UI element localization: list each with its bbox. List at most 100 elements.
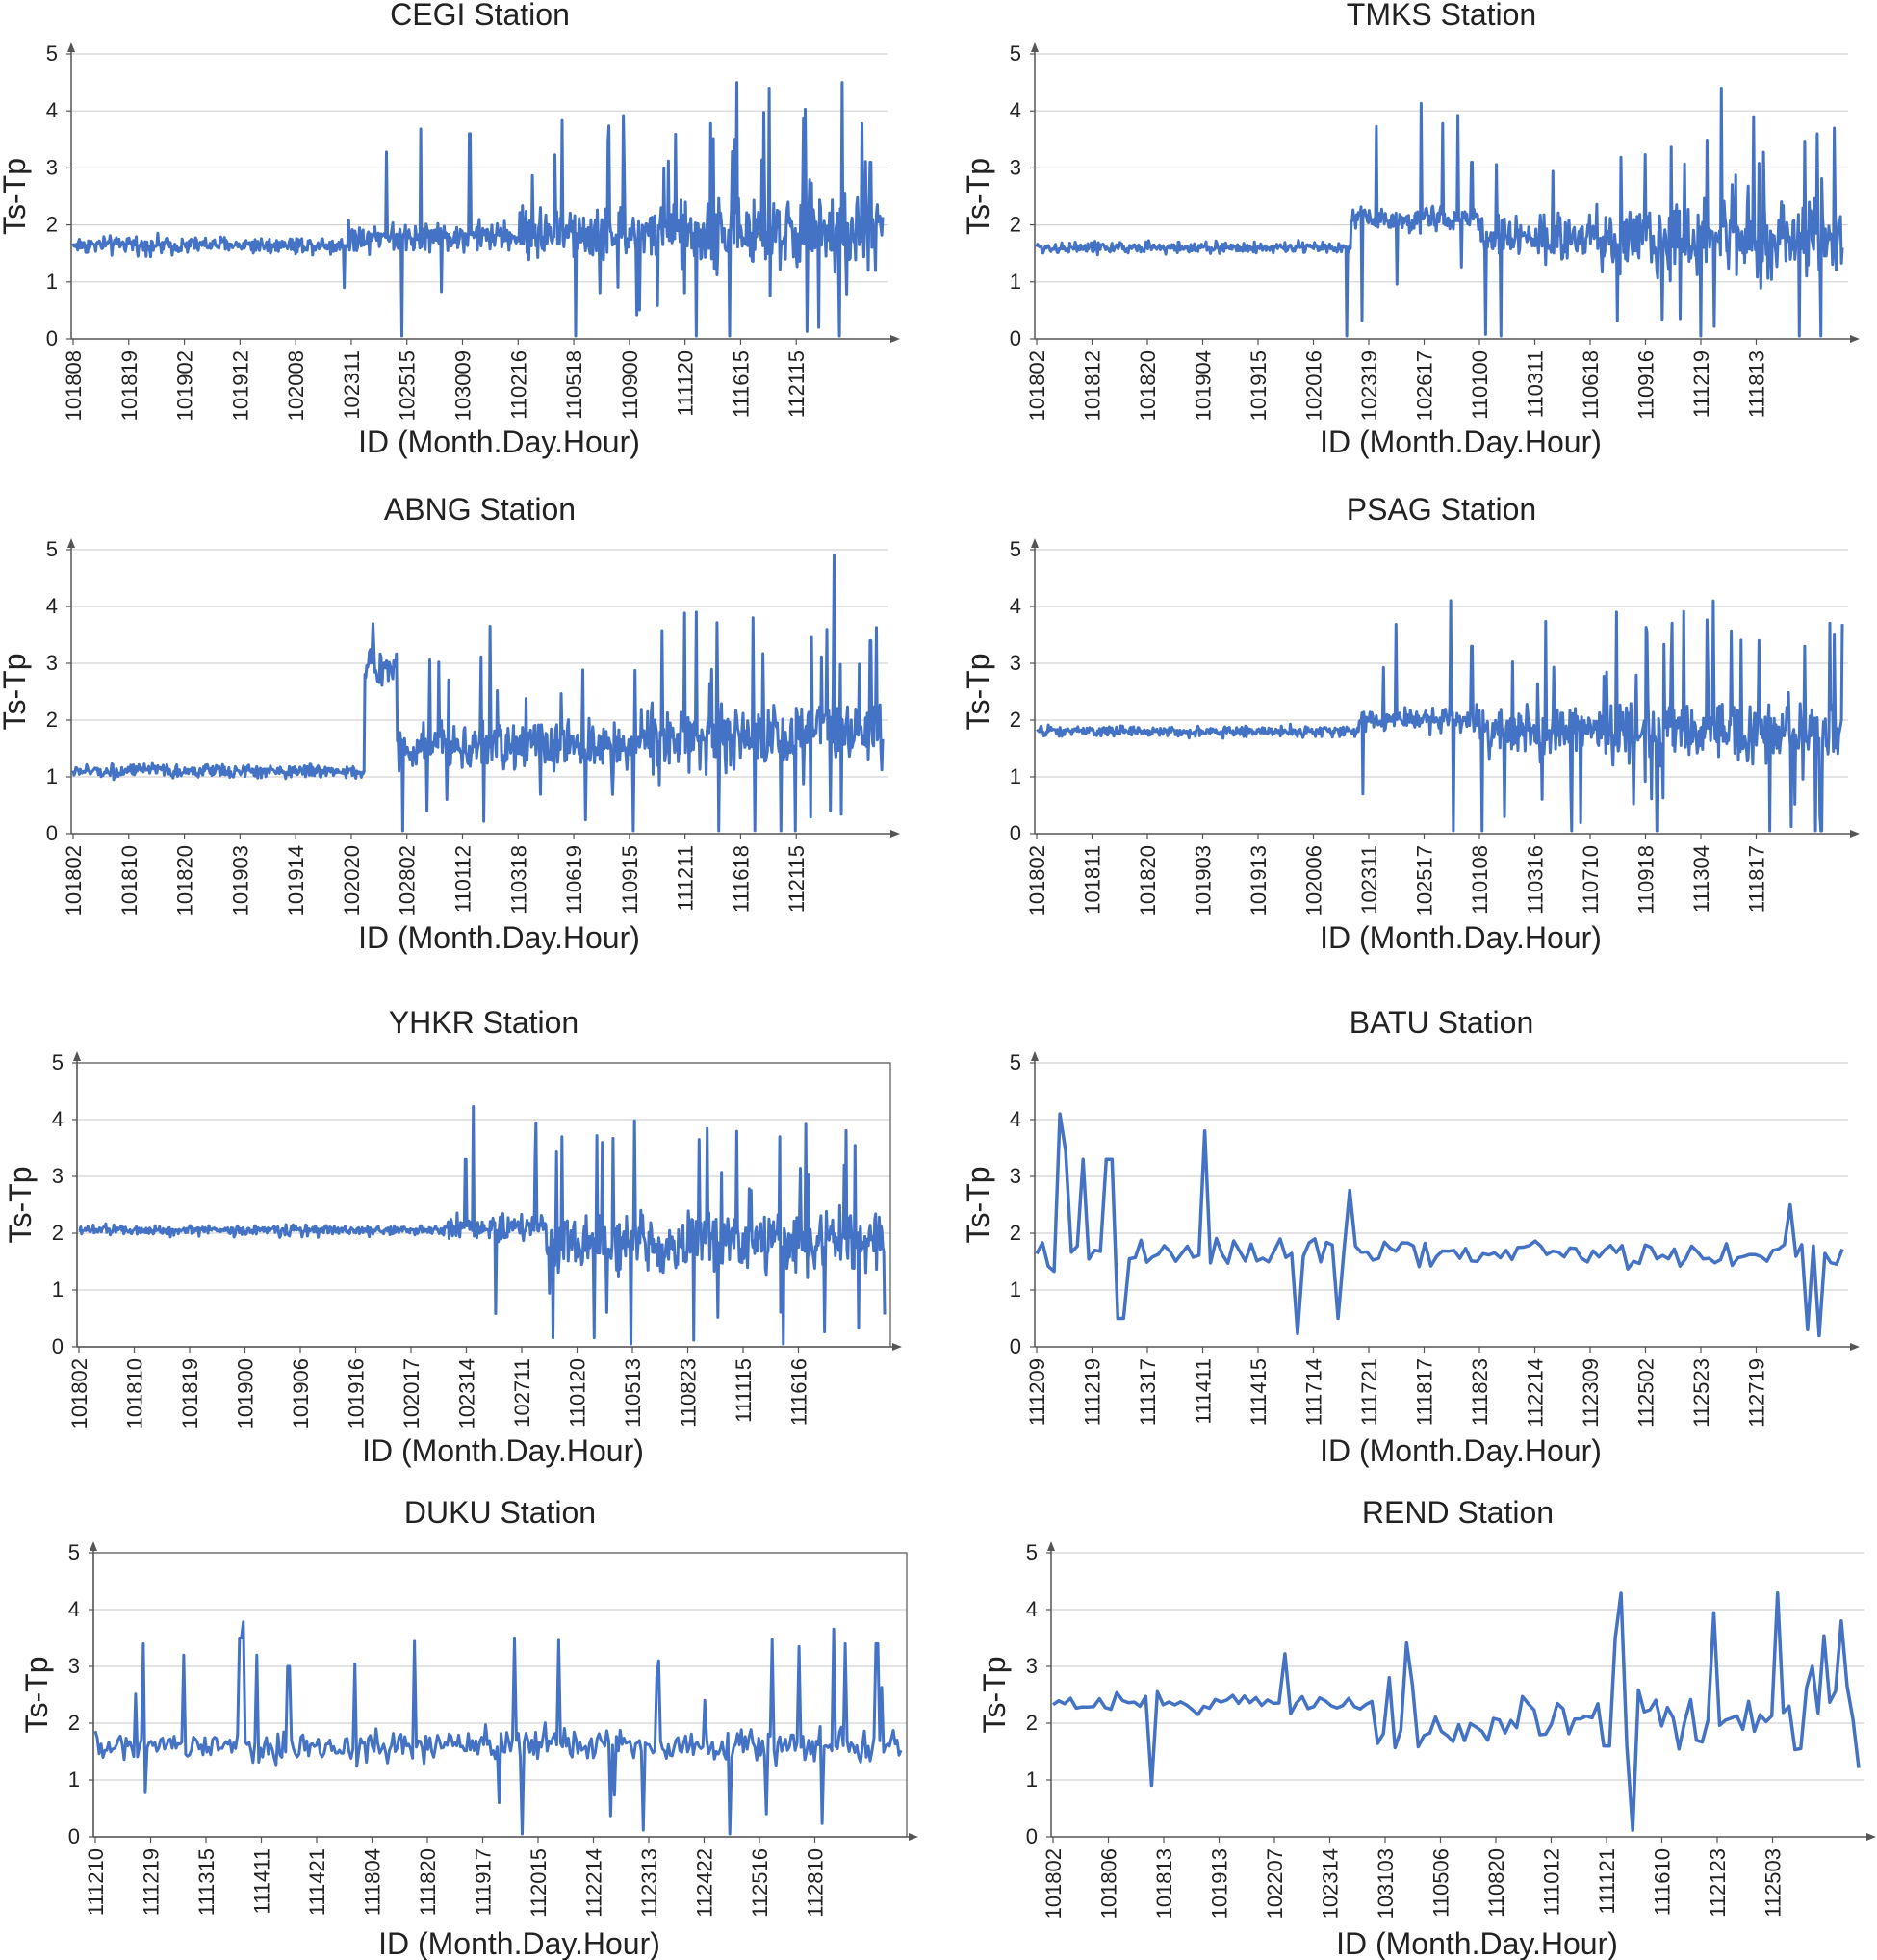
x-tick-label: 112214: [1524, 1358, 1548, 1428]
x-tick-label: 110823: [677, 1358, 701, 1428]
series-line: [1036, 599, 1844, 833]
y-tick-label: 2: [52, 1221, 64, 1245]
x-tick-label: 111421: [305, 1848, 329, 1916]
x-tick-label: 110618: [1579, 350, 1603, 420]
x-tick-label: 112309: [1579, 1358, 1603, 1428]
x-tick-label: 110900: [618, 350, 642, 420]
y-axis-arrow: [1031, 538, 1039, 548]
series-line: [78, 1105, 887, 1346]
x-axis-arrow: [890, 830, 900, 838]
x-tick-label: 110316: [1524, 845, 1548, 915]
chart-panel-yhkr: 0 1 2 3 4 5 101802 101810 101819 101900 101906 1019…: [3, 1005, 902, 1468]
x-tick-label: 111615: [729, 350, 753, 418]
x-tick-label: 110915: [618, 845, 642, 915]
x-tick-label: 101913: [1247, 845, 1271, 916]
chart-title: REND Station: [1362, 1495, 1554, 1530]
x-tick-label: 111804: [361, 1848, 385, 1916]
y-tick-label: 4: [52, 1107, 64, 1131]
x-tick-label: 112516: [748, 1848, 772, 1918]
x-tick-label: 112115: [784, 845, 809, 913]
x-tick-label: 111121: [1595, 1848, 1619, 1915]
y-axis-arrow: [90, 1541, 97, 1551]
x-tick-label: 103009: [451, 350, 476, 421]
y-tick-label: 0: [1010, 1334, 1021, 1358]
x-tick-label: 101916: [345, 1358, 369, 1429]
y-tick-label: 0: [46, 326, 58, 350]
x-tick-label: 101904: [1192, 350, 1216, 421]
y-axis-label: Ts-Tp: [3, 1167, 38, 1244]
x-tick-label: 111210: [84, 1848, 108, 1916]
chart-title: TMKS Station: [1347, 0, 1536, 32]
x-tick-label: 111721: [1357, 1358, 1381, 1426]
x-tick-label: 101808: [62, 350, 86, 421]
series-line: [1035, 87, 1844, 338]
x-tick-label: 111120: [674, 350, 698, 417]
x-tick-label: 111219: [140, 1848, 164, 1916]
x-tick-label: 101806: [1097, 1848, 1121, 1919]
chart-title: ABNG Station: [384, 492, 576, 527]
x-tick-label: 110518: [562, 350, 586, 420]
y-tick-label: 1: [1026, 1767, 1038, 1792]
y-tick-label: 3: [1026, 1654, 1038, 1678]
x-tick-label: 102517: [1413, 845, 1437, 916]
y-tick-label: 3: [46, 651, 58, 675]
y-axis-label: Ts-Tp: [961, 158, 995, 235]
x-tick-label: 101802: [67, 1358, 91, 1429]
x-tick-label: 101914: [284, 845, 308, 916]
x-tick-label: 111823: [1468, 1358, 1492, 1426]
y-axis-arrow: [67, 538, 75, 548]
x-tick-label: 112503: [1761, 1848, 1786, 1918]
x-tick-label: 112015: [527, 1848, 551, 1918]
x-tick-label: 112115: [784, 350, 809, 418]
x-axis-arrow: [1850, 335, 1860, 343]
x-tick-label: 101912: [228, 350, 252, 421]
x-tick-label: 110918: [1634, 845, 1658, 915]
x-tick-label: 112422: [693, 1848, 717, 1918]
series-line: [71, 554, 885, 833]
x-axis-label: ID (Month.Day.Hour): [378, 1926, 660, 1960]
x-tick-label: 111115: [732, 1358, 756, 1423]
x-axis-label: ID (Month.Day.Hour): [1320, 425, 1602, 459]
y-tick-label: 2: [46, 708, 58, 732]
series-line: [71, 81, 885, 338]
x-tick-label: 111817: [1413, 1358, 1437, 1426]
y-tick-label: 4: [1010, 1107, 1021, 1131]
x-axis-arrow: [892, 1343, 902, 1351]
chart-panel-psag: 0 1 2 3 4 5 101802 101811 101820 101903 101913 1020…: [961, 492, 1860, 955]
y-axis-arrow: [1031, 42, 1039, 52]
y-tick-label: 3: [1010, 155, 1021, 179]
y-tick-label: 0: [1010, 821, 1021, 845]
chart-title: YHKR Station: [389, 1005, 579, 1040]
x-tick-label: 110506: [1429, 1848, 1453, 1918]
x-tick-label: 103103: [1374, 1848, 1398, 1919]
x-tick-label: 101819: [178, 1358, 202, 1429]
y-tick-label: 1: [46, 270, 58, 294]
y-tick-label: 5: [1026, 1540, 1038, 1564]
x-tick-label: 111714: [1302, 1358, 1326, 1426]
x-tick-label: 101903: [1192, 845, 1216, 916]
y-axis-label: Ts-Tp: [19, 1657, 54, 1734]
x-tick-label: 112313: [637, 1848, 661, 1918]
y-tick-label: 5: [1010, 537, 1021, 561]
x-tick-label: 102311: [340, 350, 364, 420]
x-tick-label: 111317: [1136, 1358, 1160, 1426]
y-tick-label: 1: [46, 764, 58, 788]
y-tick-label: 0: [1010, 326, 1021, 350]
y-tick-label: 1: [52, 1277, 64, 1302]
x-tick-label: 111219: [1689, 350, 1713, 418]
x-axis-arrow: [1850, 1343, 1860, 1351]
x-tick-label: 101802: [1025, 350, 1049, 421]
y-axis-arrow: [1031, 1051, 1039, 1061]
chart-title: PSAG Station: [1347, 492, 1536, 527]
x-tick-label: 101820: [1136, 350, 1160, 421]
x-tick-label: 111219: [1081, 1358, 1105, 1426]
y-tick-label: 4: [1026, 1597, 1038, 1621]
x-axis-label: ID (Month.Day.Hour): [358, 920, 640, 955]
y-tick-label: 2: [1010, 1221, 1021, 1245]
y-tick-label: 2: [1010, 708, 1021, 732]
x-tick-label: 101820: [1136, 845, 1160, 916]
y-tick-label: 4: [1010, 98, 1021, 122]
x-tick-label: 102016: [1302, 350, 1326, 421]
x-tick-label: 102711: [510, 1358, 534, 1428]
series-line: [1035, 1112, 1844, 1338]
